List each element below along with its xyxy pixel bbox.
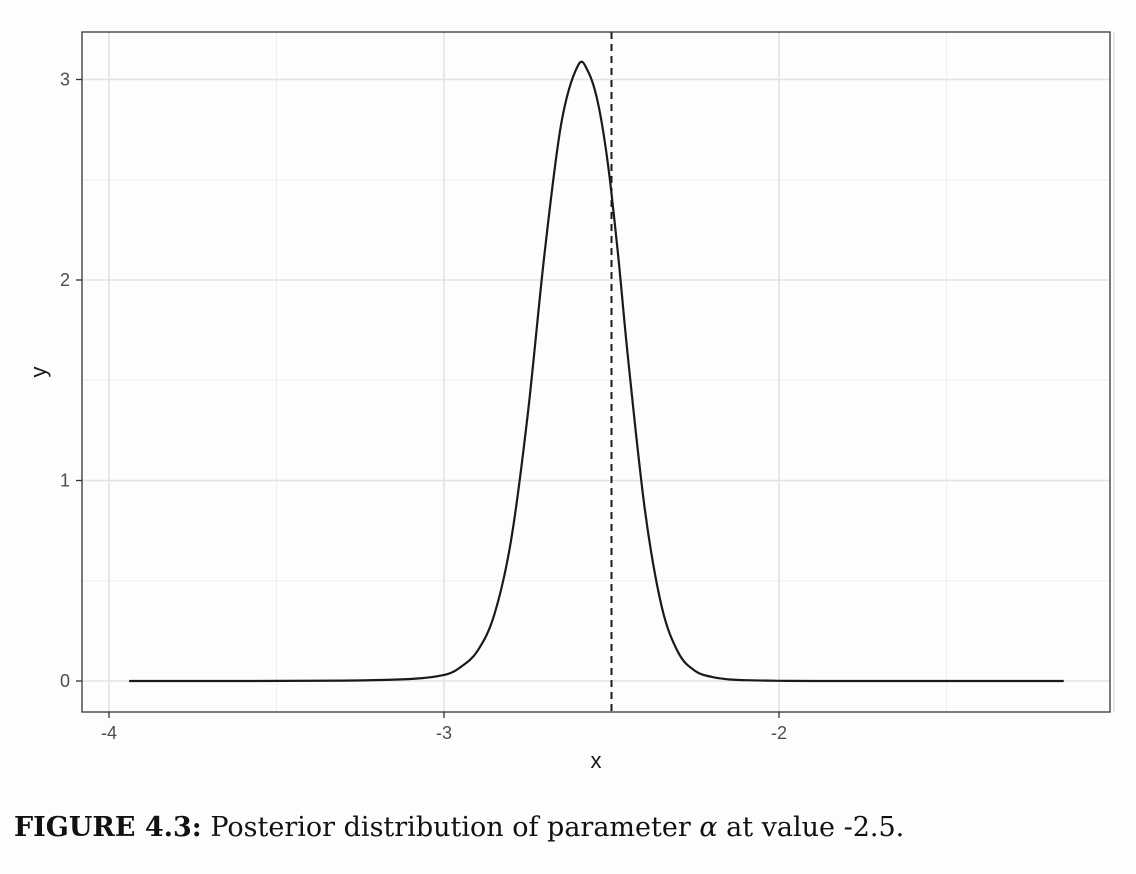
- x-axis-ticks: -4 -3 -2: [101, 712, 787, 743]
- x-axis-tick-label: -2: [771, 723, 787, 743]
- caption-text-after: at value -2.5.: [717, 812, 905, 843]
- x-axis-title: x: [591, 748, 602, 773]
- y-axis-tick-label: 0: [60, 671, 70, 691]
- caption-label: FIGURE 4.3:: [14, 812, 202, 843]
- density-curve-line: [129, 60, 1064, 683]
- x-axis-tick-label: -3: [436, 723, 452, 743]
- caption-symbol: α: [699, 812, 718, 843]
- chart: -4 -3 -2 0 1 2 3 x y: [26, 31, 1115, 773]
- series-layer: [129, 60, 1064, 683]
- caption-text-before: Posterior distribution of parameter: [201, 812, 700, 843]
- y-axis-tick-label: 3: [60, 70, 70, 90]
- x-axis-tick-label: -4: [101, 723, 117, 743]
- plot-panel-border: [81, 31, 1111, 713]
- plot-panel-background: [82, 32, 1110, 712]
- y-axis-title: y: [26, 367, 51, 378]
- y-axis-tick-label: 1: [60, 471, 70, 491]
- y-axis-ticks: 0 1 2 3: [60, 70, 82, 691]
- y-axis-tick-label: 2: [60, 270, 70, 290]
- figure-caption: FIGURE 4.3: Posterior distribution of pa…: [14, 812, 904, 843]
